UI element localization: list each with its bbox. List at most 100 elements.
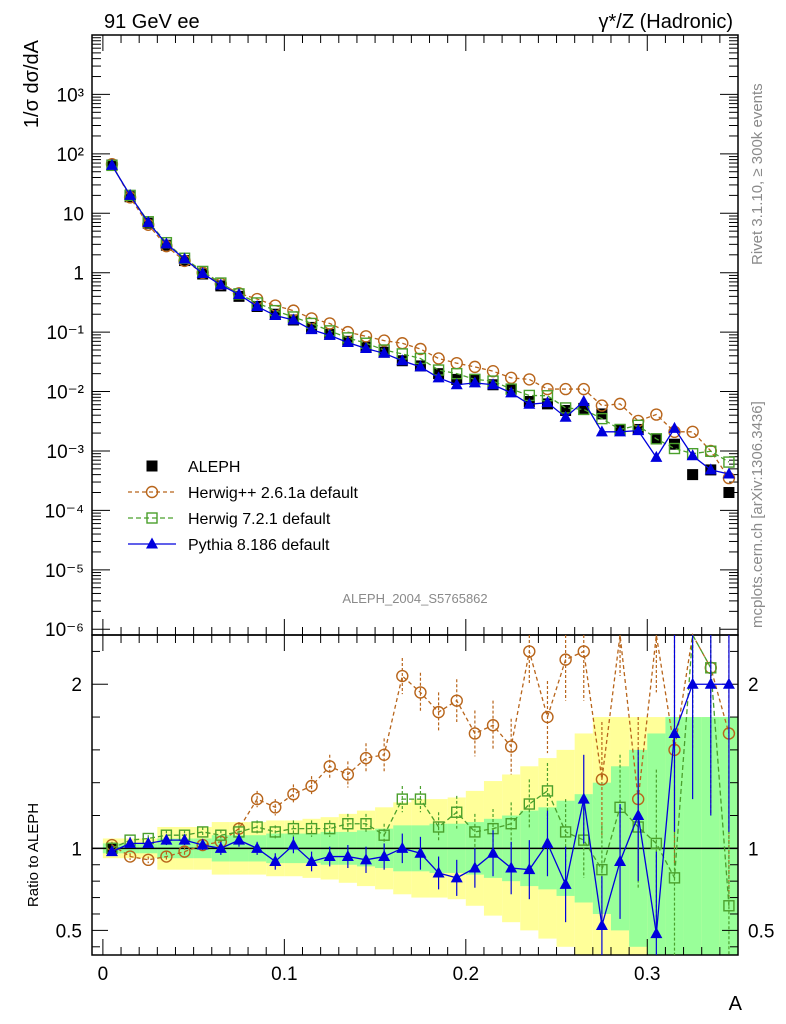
point-pythia <box>214 278 227 290</box>
ratio-point-pythia <box>396 841 409 853</box>
ratio-point-herwig7 <box>505 818 517 830</box>
ratio-point-pythia <box>414 846 427 858</box>
series-pythia <box>105 158 735 479</box>
analysis-label: ALEPH_2004_S5765862 <box>342 591 487 606</box>
y-tick-label: 10⁻¹ <box>47 323 85 344</box>
ratio-series-pythia <box>105 635 735 955</box>
ratio-point-pythia <box>595 918 608 930</box>
ratio-point-pythia <box>341 850 354 862</box>
ratio-point-pythia <box>378 850 391 862</box>
x-tick-label: 0.2 <box>453 964 479 985</box>
x-tick-label: 0 <box>98 964 109 985</box>
series-line-herwigpp <box>111 163 730 479</box>
point-pythia <box>686 449 699 461</box>
point-herwigpp <box>686 425 699 439</box>
point-pythia <box>178 252 191 264</box>
point-pythia <box>341 335 354 347</box>
point-pythia <box>360 342 373 354</box>
ratio-point-pythia <box>487 846 500 858</box>
series-data <box>106 159 735 499</box>
point-herwigpp <box>504 371 518 385</box>
ratio-point-herwig7 <box>287 822 300 835</box>
point-pythia <box>632 424 645 436</box>
point-pythia <box>595 425 608 437</box>
ratio-frame <box>91 634 739 956</box>
band-green-segment <box>647 733 666 955</box>
point-pythia <box>232 287 245 299</box>
ratio-point-herwigpp <box>160 850 173 863</box>
ratio-point-herwigpp <box>359 751 373 765</box>
ratio-point-herwig7 <box>523 798 536 810</box>
point-herwigpp <box>613 397 627 411</box>
point-herwigpp <box>577 382 590 396</box>
ratio-point-pythia <box>686 677 699 689</box>
legend-item-herwig7: Herwig 7.2.1 default <box>128 511 331 528</box>
ratio-y-tick-label: 0.5 <box>56 921 82 942</box>
legend-label-pythia: Pythia 8.186 default <box>188 537 330 554</box>
point-herwig7 <box>596 412 608 425</box>
point-herwigpp <box>414 342 427 356</box>
point-data <box>578 402 590 414</box>
ratio-point-herwigpp <box>287 787 300 801</box>
ratio-point-pythia <box>505 861 518 873</box>
point-data <box>687 469 699 481</box>
ratio-point-herwig7 <box>324 822 336 835</box>
legend-label-herwig7: Herwig 7.2.1 default <box>188 511 331 528</box>
ratio-point-pythia <box>450 871 463 883</box>
x-tick-label: 0.1 <box>271 964 297 985</box>
ratio-point-pythia <box>214 841 227 853</box>
ratio-point-herwigpp <box>269 801 282 814</box>
ratio-point-pythia <box>650 927 663 939</box>
y-tick-label: 10⁻³ <box>47 442 85 463</box>
y-tick-label: 10 <box>63 204 84 225</box>
ratio-point-herwig7 <box>414 793 427 805</box>
point-pythia <box>668 421 681 433</box>
point-pythia <box>378 346 391 358</box>
point-data <box>723 487 735 499</box>
y-tick-label: 10⁻⁴ <box>45 501 84 522</box>
ratio-point-pythia <box>323 850 336 862</box>
point-herwigpp <box>559 382 572 396</box>
ratio-point-herwigpp <box>377 748 391 761</box>
ratio-point-pythia <box>704 677 717 689</box>
point-pythia <box>577 394 590 406</box>
point-herwigpp <box>486 364 500 378</box>
point-herwigpp <box>377 334 391 347</box>
legend-item-pythia: Pythia 8.186 default <box>128 537 330 554</box>
legend-marker-pythia <box>146 537 158 549</box>
ratio-point-herwigpp <box>432 705 445 719</box>
y-tick-label: 10⁻⁶ <box>45 620 84 641</box>
ratio-point-pythia <box>232 833 245 845</box>
point-data <box>560 404 572 416</box>
band-green-segment <box>701 717 720 955</box>
point-herwig7 <box>650 433 663 445</box>
point-pythia <box>614 425 627 437</box>
main-ylabel: 1/σ dσ/dA <box>21 39 43 128</box>
ratio-point-herwigpp <box>486 719 500 732</box>
ratio-point-pythia <box>432 866 445 878</box>
ratio-point-pythia <box>577 792 590 804</box>
ratio-point-herwigpp <box>595 773 609 786</box>
ratio-point-herwigpp <box>123 850 137 863</box>
ratio-point-herwig7 <box>305 822 318 835</box>
ratio-point-herwigpp <box>323 760 336 773</box>
y-tick-label: 1 <box>73 264 84 285</box>
point-herwigpp <box>468 360 482 374</box>
point-herwig7 <box>723 456 735 468</box>
ratio-point-herwig7 <box>451 806 463 818</box>
ratio-point-herwigpp <box>414 686 427 699</box>
point-pythia <box>559 410 572 422</box>
ratio-point-pythia <box>124 836 137 848</box>
ratio-point-herwigpp <box>396 669 409 683</box>
legend-item-herwigpp: Herwig++ 2.6.1a default <box>128 485 358 502</box>
ratio-point-pythia <box>468 861 481 873</box>
main-panel: 10⁻⁶ 10⁻⁵ 10⁻⁴ 10⁻³ 10⁻² 10⁻¹ 1 10 10² 10³ <box>45 34 739 641</box>
legend-item-data: ALEPH <box>146 459 240 476</box>
rivet-version-label: Rivet 3.1.10, ≥ 300k events <box>749 83 766 265</box>
ratio-point-pythia <box>668 726 681 738</box>
ratio-point-herwig7 <box>360 818 372 830</box>
ratio-panel: 0 0.1 0.2 0.3 0.5 0.5 1 1 2 2 <box>56 632 774 985</box>
ratio-point-herwig7 <box>668 872 681 884</box>
ratio-point-pythia <box>269 854 282 866</box>
ratio-y-tick-label: 0.5 <box>748 921 774 942</box>
